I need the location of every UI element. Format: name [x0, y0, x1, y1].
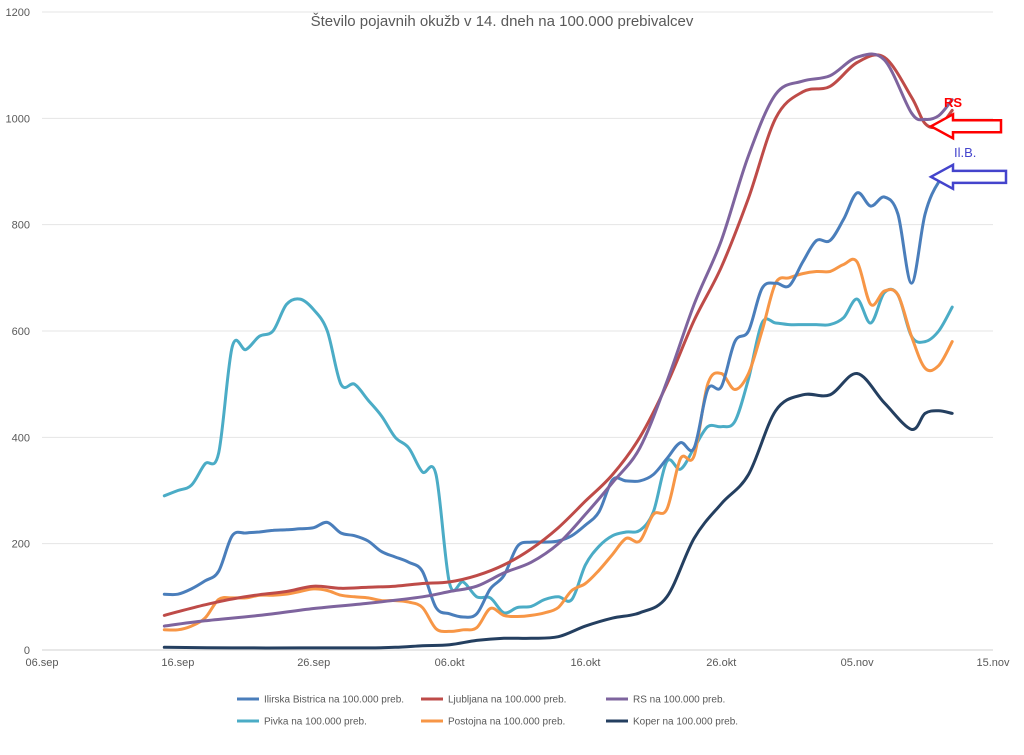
legend-label: Ljubljana na 100.000 preb. — [448, 695, 566, 706]
legend: Ilirska Bistrica na 100.000 preb. Ljublja… — [237, 695, 738, 728]
series-line-5 — [162, 372, 954, 650]
y-tick-label: 0 — [24, 645, 30, 657]
y-tick-label: 800 — [12, 220, 30, 232]
x-tick-label: 06.sep — [25, 657, 58, 669]
x-tick-label: 06.okt — [435, 657, 465, 669]
series-line-2 — [162, 52, 954, 628]
x-tick-label: 16.sep — [161, 657, 194, 669]
x-tick-label: 05.nov — [841, 657, 875, 669]
x-tick-label: 26.okt — [706, 657, 736, 669]
y-tick-label: 1200 — [6, 7, 30, 19]
series-line-0 — [162, 170, 954, 619]
legend-label: Ilirska Bistrica na 100.000 preb. — [264, 695, 404, 706]
y-tick-label: 400 — [12, 432, 30, 444]
annotation-label: RS — [944, 95, 962, 110]
x-tick-label: 15.nov — [976, 657, 1010, 669]
y-tick-label: 200 — [12, 539, 30, 551]
y-axis-ticks: 0 200 400 600 800 1000 1200 — [6, 7, 30, 657]
legend-label: Pivka na 100.000 preb. — [264, 717, 367, 728]
legend-label: RS na 100.000 preb. — [633, 695, 725, 706]
y-tick-label: 600 — [12, 326, 30, 338]
annotation-arrow — [928, 162, 1008, 191]
annotation-arrow — [928, 112, 1003, 141]
series-lines — [162, 52, 954, 650]
series-line-4 — [162, 257, 954, 634]
annotation-label: Il.B. — [954, 145, 976, 160]
chart-title: Število pojavnih okužb v 14. dneh na 100… — [311, 13, 694, 30]
y-tick-label: 1000 — [6, 113, 30, 125]
x-axis-ticks: 06.sep 16.sep 26.sep 06.okt 16.okt 26.okt 05.n… — [25, 649, 1010, 669]
annotations: RS Il.B. — [928, 95, 1008, 191]
gridlines — [42, 11, 993, 651]
legend-label: Koper na 100.000 preb. — [633, 717, 738, 728]
legend-label: Postojna na 100.000 preb. — [448, 717, 565, 728]
series-line-3 — [162, 287, 954, 615]
x-tick-label: 26.sep — [297, 657, 330, 669]
series-line-1 — [162, 53, 954, 617]
x-tick-label: 16.okt — [570, 657, 600, 669]
